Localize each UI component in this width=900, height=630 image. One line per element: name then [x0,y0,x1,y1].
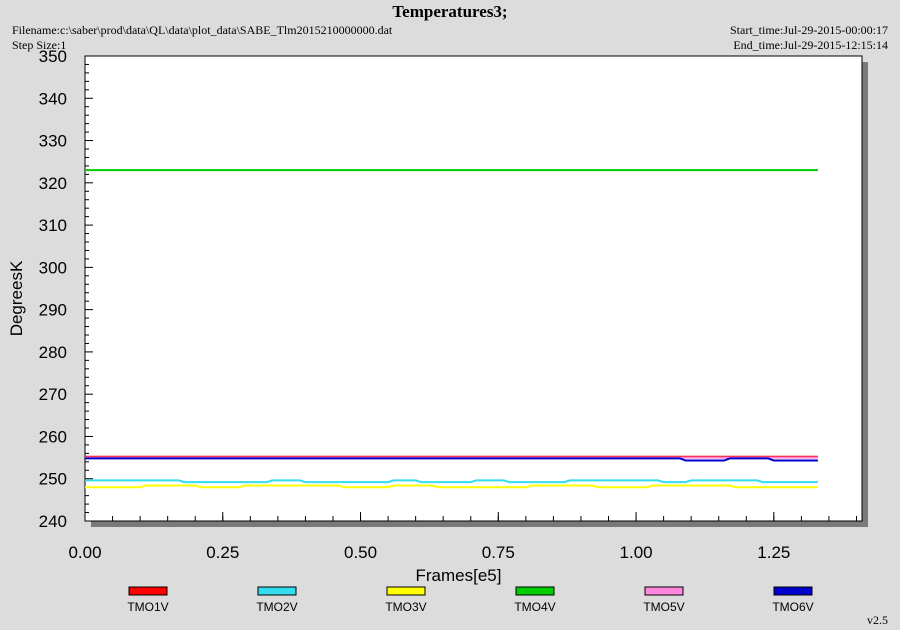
legend-swatch-tmo4v [515,586,555,596]
plot-area [84,55,863,522]
x-tick-label: 1.00 [620,543,653,562]
legend-swatch-tmo3v [386,586,426,596]
step-size-label: Step Size:1 [12,38,67,52]
y-tick-label: 270 [39,385,67,404]
chart-title: Temperatures3; [392,2,508,21]
x-axis-label: Frames[e5] [416,566,502,585]
x-tick-label: 0.75 [482,543,515,562]
legend-swatch-tmo5v [644,586,684,596]
y-tick-label: 240 [39,512,67,531]
y-tick-label: 280 [39,343,67,362]
y-tick-label: 290 [39,301,67,320]
version-label: v2.5 [867,613,888,627]
series-line-tmo2v [85,479,818,484]
start-time-label: Start_time:Jul-29-2015-00:00:17 [730,23,888,37]
filename-label: Filename:c:\saber\prod\data\QL\data\plot… [12,23,393,37]
legend-label-tmo2v: TMO2V [256,600,297,614]
legend-label-tmo3v: TMO3V [385,600,426,614]
y-tick-label: 250 [39,470,67,489]
x-tick-label: 1.25 [757,543,790,562]
legend-swatch-tmo2v [257,586,297,596]
series-line-tmo6v [85,457,818,462]
y-tick-label: 340 [39,89,67,108]
y-axis-label: DegreesK [7,260,26,336]
y-tick-label: 330 [39,132,67,151]
y-tick-label: 350 [39,47,67,66]
legend-label-tmo1v: TMO1V [127,600,168,614]
legend-label-tmo5v: TMO5V [643,600,684,614]
legend-label-tmo6v: TMO6V [772,600,813,614]
legend-swatch-tmo1v [128,586,168,596]
x-tick-label: 0.00 [68,543,101,562]
series-line-tmo3v [85,484,818,489]
x-tick-label: 0.50 [344,543,377,562]
end-time-label: End_time:Jul-29-2015-12:15:14 [733,38,888,52]
y-tick-label: 300 [39,258,67,277]
y-tick-label: 260 [39,427,67,446]
legend-label-tmo4v: TMO4V [514,600,555,614]
x-tick-label: 0.25 [206,543,239,562]
legend-swatch-tmo6v [773,586,813,596]
y-tick-label: 320 [39,174,67,193]
y-tick-label: 310 [39,216,67,235]
